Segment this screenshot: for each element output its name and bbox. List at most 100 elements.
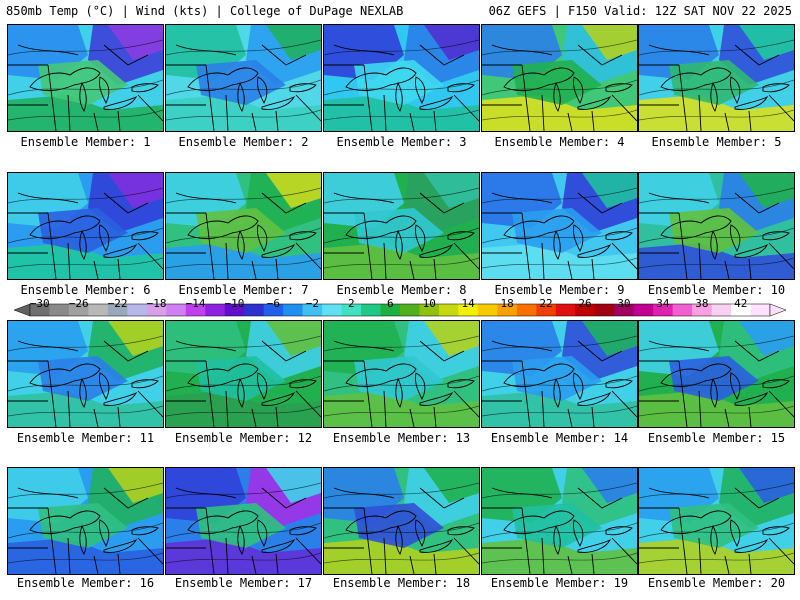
map-outline (762, 379, 790, 389)
map-outline (605, 83, 633, 93)
colorbar-swatch (302, 304, 323, 316)
map-outline (553, 524, 561, 555)
map-outline (166, 64, 321, 131)
map-outline (395, 524, 403, 555)
map-outline (103, 391, 138, 406)
map-outline (345, 215, 417, 240)
colorbar-swatch (263, 304, 284, 316)
height-contour (166, 79, 321, 96)
temperature-field (166, 25, 321, 131)
ensemble-member-label: Ensemble Member: 14 (490, 431, 629, 445)
height-contour (324, 257, 479, 269)
map-outline (79, 229, 87, 260)
map-outline (29, 67, 101, 92)
temperature-region (512, 60, 602, 105)
map-outline (333, 340, 465, 362)
temperature-region (424, 25, 479, 60)
temperature-region (582, 468, 637, 503)
colorbar-swatch (731, 304, 751, 316)
map-outline (419, 391, 454, 406)
colorbar-swatch (477, 304, 498, 316)
colorbar-tick-label: −6 (266, 297, 281, 310)
colorbar-tick-label: 22 (539, 297, 553, 310)
height-contour (8, 482, 163, 499)
ensemble-member-map (323, 320, 480, 428)
colorbar-swatch (107, 304, 128, 316)
map-outline (482, 64, 637, 131)
temperature-field (166, 468, 321, 574)
map-outline (324, 212, 479, 279)
height-contour (166, 522, 321, 539)
temperature-region (739, 25, 794, 60)
map-outline (577, 243, 612, 258)
ensemble-member-label: Ensemble Member: 11 (16, 431, 155, 445)
height-contour (166, 405, 321, 417)
colorbar-swatch (672, 304, 693, 316)
ensemble-member-label: Ensemble Member: 13 (332, 431, 471, 445)
temperature-region (512, 208, 602, 253)
ensemble-member-label: Ensemble Member: 8 (336, 283, 467, 297)
colorbar-swatch (30, 304, 50, 316)
map-outline (660, 215, 732, 240)
temperature-region (108, 25, 163, 60)
temperature-region (266, 173, 321, 208)
map-outline (660, 67, 732, 92)
ensemble-member-map (7, 320, 164, 428)
height-contour (166, 552, 321, 564)
temperature-region (38, 208, 128, 253)
ensemble-member-label: Ensemble Member: 5 (651, 135, 782, 149)
ensemble-member-map (165, 467, 322, 575)
height-contour (166, 39, 321, 56)
colorbar-tick-label: −30 (29, 297, 50, 310)
ensemble-member-label: Ensemble Member: 19 (490, 576, 629, 590)
ensemble-member-map (165, 24, 322, 132)
height-contour (639, 39, 794, 56)
ensemble-member-map (638, 24, 795, 132)
colorbar-swatch (497, 304, 518, 316)
temperature-field (166, 173, 321, 279)
ensemble-member-map (7, 24, 164, 132)
ensemble-member-map (638, 172, 795, 280)
colorbar-swatch (516, 304, 537, 316)
ensemble-member-map (7, 172, 164, 280)
height-contour (482, 405, 637, 417)
map-outline (648, 340, 780, 362)
temperature-region (166, 538, 321, 574)
temperature-region (324, 243, 479, 279)
map-outline (639, 212, 794, 279)
height-contour (482, 522, 637, 539)
ensemble-member-label: Ensemble Member: 20 (647, 576, 786, 590)
colorbar-swatch (711, 304, 732, 316)
map-outline (237, 81, 245, 112)
map-outline (447, 231, 475, 241)
colorbar-tick-label: 10 (422, 297, 436, 310)
colorbar-swatch (361, 304, 381, 316)
map-outline (710, 81, 718, 112)
map-outline (237, 377, 245, 408)
ensemble-member-label: Ensemble Member: 9 (494, 283, 625, 297)
temperature-region (324, 391, 479, 427)
height-contour (639, 405, 794, 417)
height-contour (639, 482, 794, 499)
ensemble-member-map (323, 172, 480, 280)
colorbar-tick-label: 14 (461, 297, 475, 310)
colorbar-swatch (400, 304, 420, 316)
height-contour (482, 227, 637, 244)
temperature-field (639, 468, 794, 574)
map-outline (257, 76, 268, 105)
colorbar-swatch (185, 304, 206, 316)
temperature-region (354, 60, 444, 105)
colorbar-swatch (575, 304, 596, 316)
temperature-region (108, 173, 163, 208)
map-outline (8, 360, 163, 427)
colorbar-swatch (68, 304, 89, 316)
map-outline (333, 44, 465, 66)
map-outline (289, 379, 317, 389)
height-contour (639, 335, 794, 352)
colorbar-tick-label: −2 (305, 297, 319, 310)
map-outline (8, 64, 163, 131)
height-contour (482, 335, 637, 352)
map-outline (8, 212, 163, 279)
map-outline (577, 538, 612, 553)
ensemble-member-map (323, 467, 480, 575)
